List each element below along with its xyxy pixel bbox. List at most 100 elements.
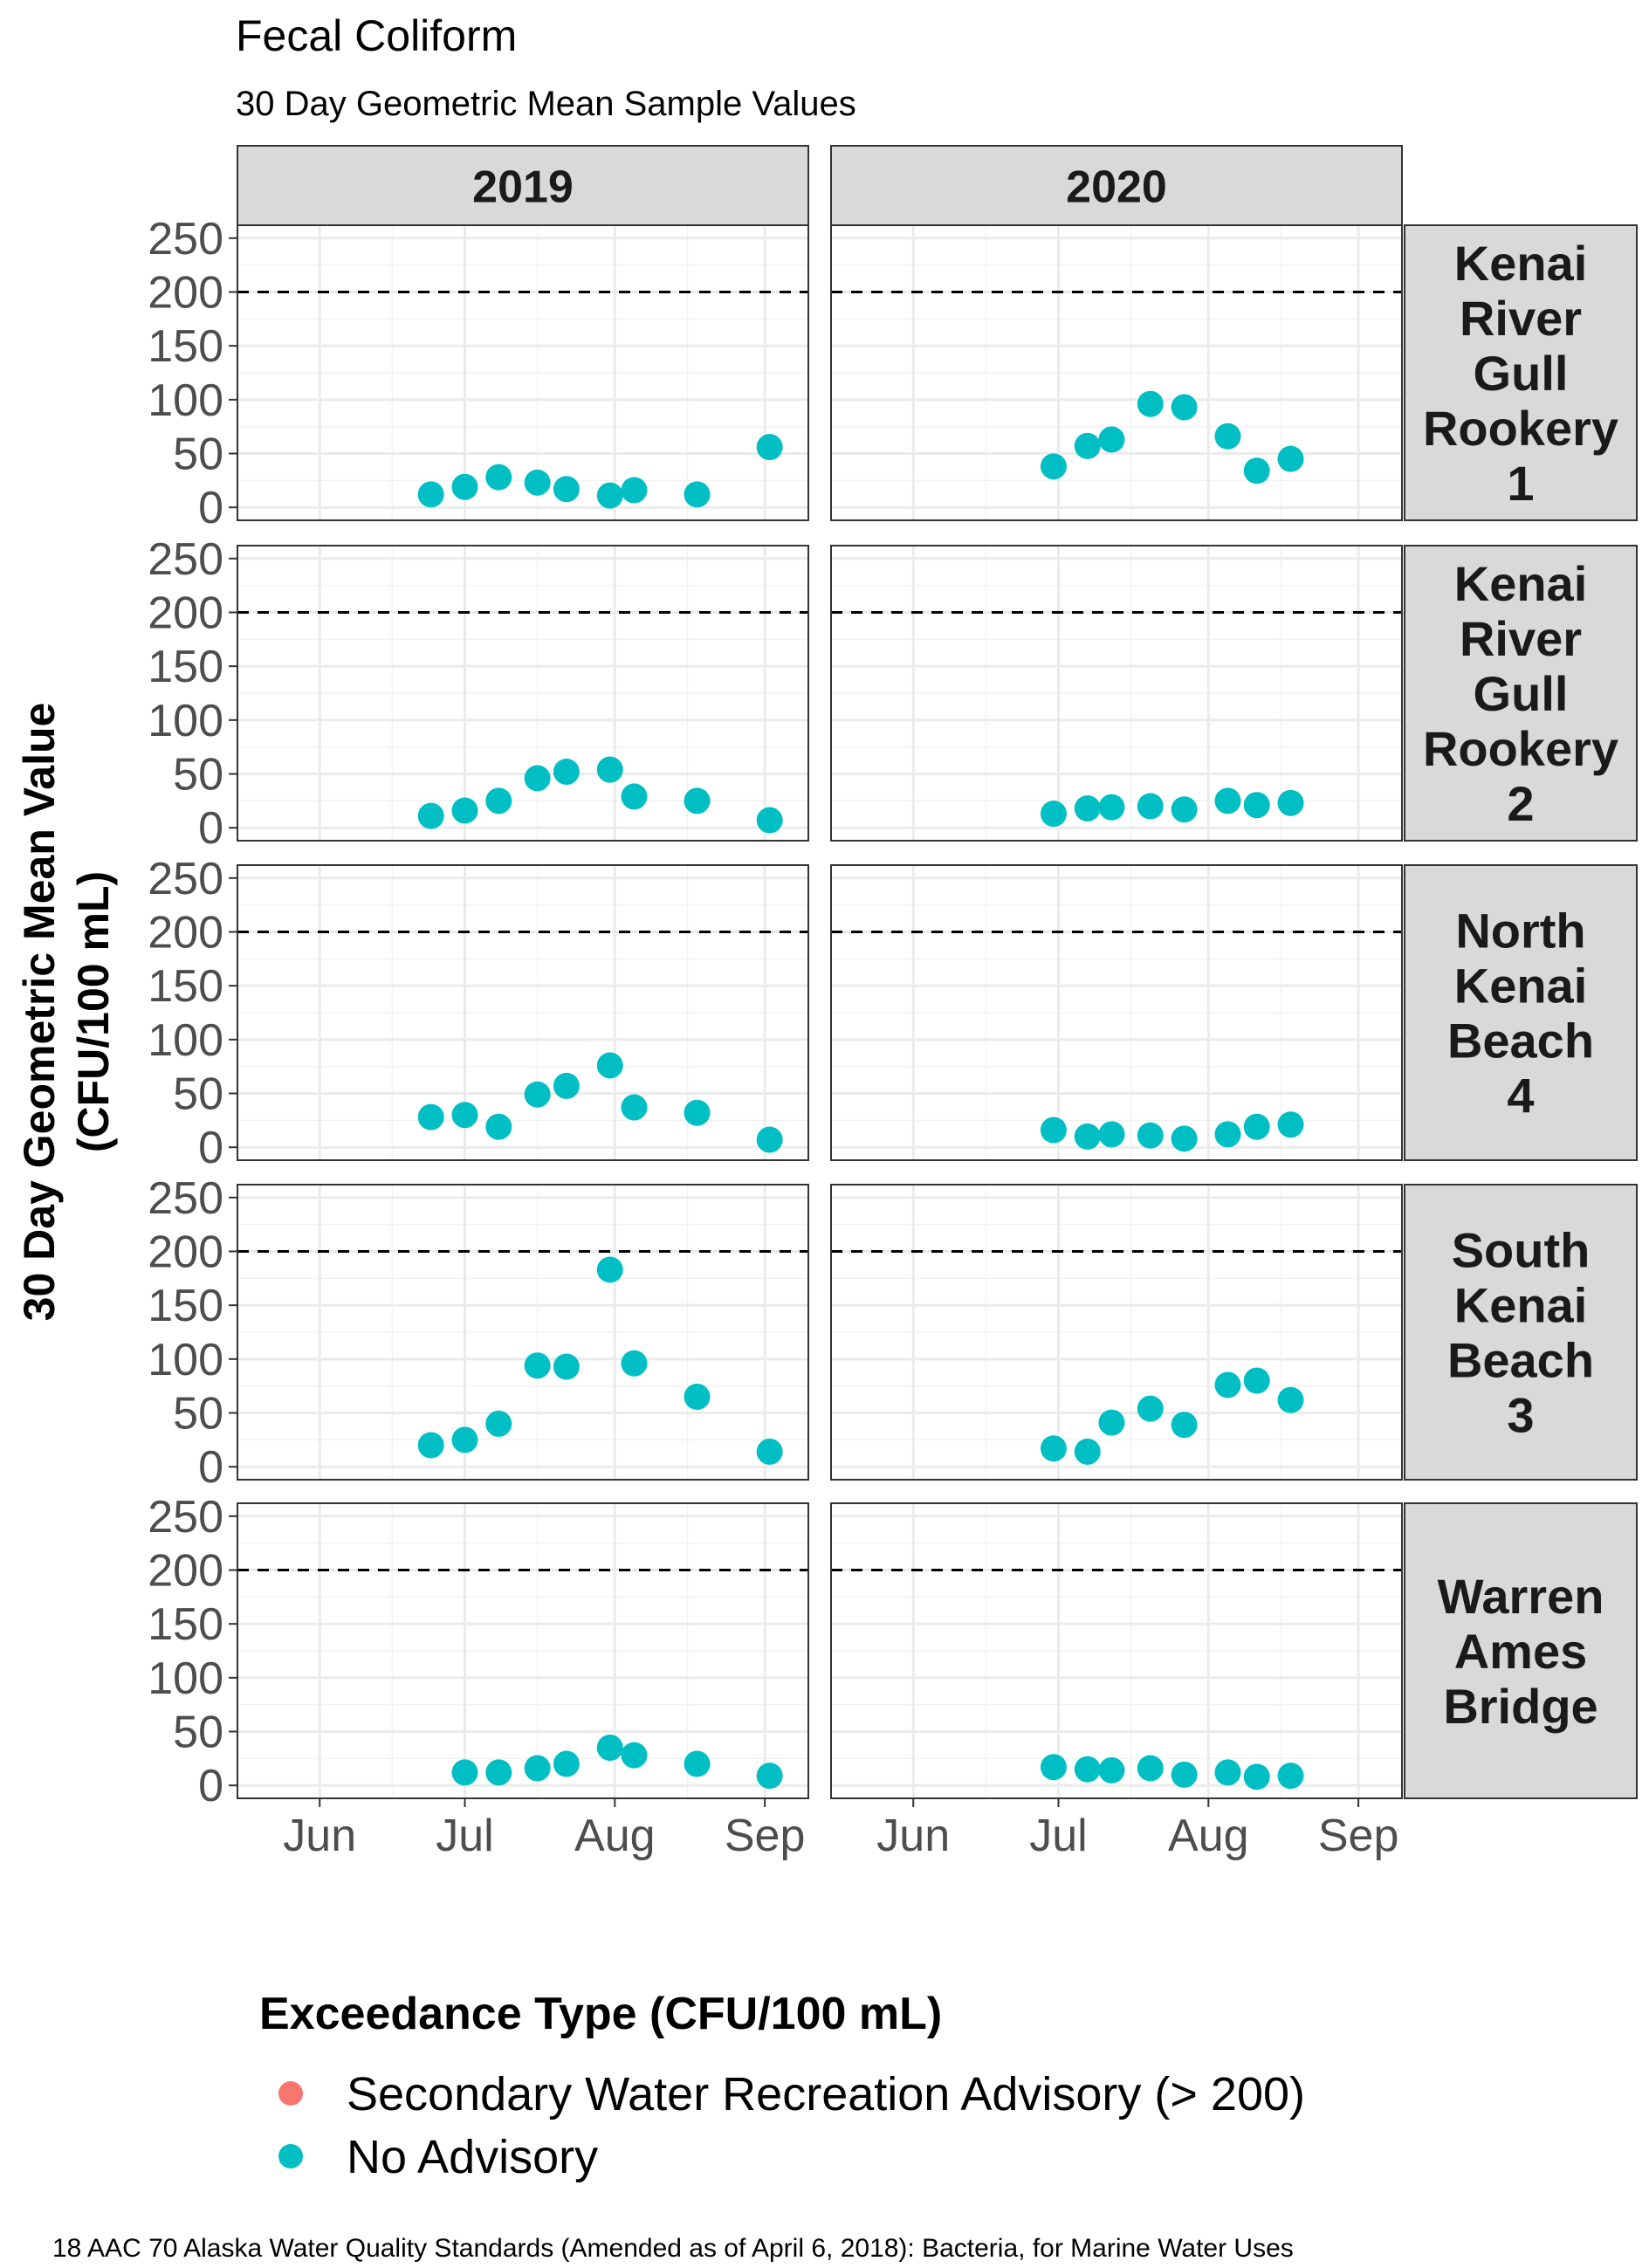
- row-strip-label: Gull: [1474, 666, 1569, 721]
- panel-2019-row-0: [237, 224, 809, 521]
- legend-label-advisory: Secondary Water Recreation Advisory (> 2…: [347, 2068, 1305, 2120]
- y-tick-label: 250: [148, 1173, 223, 1224]
- data-point: [553, 1072, 580, 1099]
- data-point: [451, 797, 478, 824]
- data-point: [1098, 1756, 1125, 1783]
- panel-border: [237, 545, 809, 842]
- legend: Exceedance Type (CFU/100 mL) Secondary W…: [259, 1989, 1305, 2183]
- row-strip-label: Rookery: [1423, 401, 1618, 456]
- data-point: [1074, 1756, 1101, 1783]
- legend-title: Exceedance Type (CFU/100 mL): [259, 1989, 942, 2039]
- x-tick-label: Jul: [436, 1811, 493, 1861]
- row-strip-label: Beach: [1447, 1014, 1594, 1069]
- chart-caption: 18 AAC 70 Alaska Water Quality Standards…: [52, 2234, 1294, 2263]
- column-strip-2019: [237, 145, 809, 226]
- data-point: [1277, 1763, 1304, 1790]
- panel-border: [830, 1502, 1403, 1799]
- row-strip-label: Kenai: [1454, 236, 1588, 291]
- y-tick-label: 250: [148, 534, 223, 585]
- row-strip-label: Ames: [1454, 1624, 1588, 1679]
- data-point: [485, 464, 512, 491]
- legend-label-no-advisory: No Advisory: [347, 2131, 598, 2183]
- column-strip-2020: [830, 145, 1403, 226]
- x-axis-layer: Jun Jul Aug Sep Jun Jul Aug Sep: [283, 1798, 1398, 1861]
- data-point: [1040, 1435, 1067, 1462]
- row-strip-label: Kenai: [1454, 1278, 1588, 1333]
- y-tick-label: 50: [173, 750, 223, 801]
- panel-border: [830, 545, 1403, 842]
- y-tick-label: 0: [198, 483, 223, 533]
- data-point: [1243, 1763, 1270, 1790]
- y-tick-label: 100: [148, 1335, 223, 1385]
- data-point: [621, 1094, 648, 1121]
- data-point: [684, 481, 711, 508]
- data-point: [756, 1763, 783, 1790]
- data-point: [1243, 792, 1270, 819]
- y-tick-label: 100: [148, 696, 223, 746]
- panel-2020-row-1: [830, 545, 1403, 842]
- y-tick-label: 50: [173, 430, 223, 480]
- data-point: [621, 1742, 648, 1769]
- data-point: [1243, 1367, 1270, 1394]
- y-tick-label: 200: [148, 588, 223, 638]
- panel-2019-row-3: [237, 1184, 809, 1481]
- y-tick-label: 250: [148, 854, 223, 904]
- y-tick-label: 0: [198, 803, 223, 854]
- row-strip-label: Gull: [1474, 346, 1569, 401]
- y-tick-label: 0: [198, 1442, 223, 1493]
- y-tick-label: 50: [173, 1389, 223, 1440]
- data-point: [1214, 787, 1241, 814]
- data-point: [1040, 1754, 1067, 1781]
- data-point: [524, 1755, 551, 1782]
- data-point: [1098, 1409, 1125, 1436]
- data-point: [1137, 793, 1164, 820]
- y-tick-label: 150: [148, 1599, 223, 1650]
- y-tick-label: 0: [198, 1123, 223, 1173]
- data-point: [1171, 796, 1198, 823]
- row-strip-label: Bridge: [1443, 1679, 1597, 1734]
- data-point: [1277, 445, 1304, 472]
- data-point: [1277, 1386, 1304, 1413]
- data-point: [451, 1426, 478, 1454]
- column-strip-label: 2020: [1066, 162, 1167, 213]
- data-point: [684, 1099, 711, 1126]
- data-point: [1243, 457, 1270, 485]
- row-strip-label: South: [1452, 1223, 1591, 1278]
- data-point: [596, 1256, 623, 1283]
- legend-key-advisory: [278, 2081, 303, 2106]
- x-tick-label: Aug: [1168, 1811, 1249, 1861]
- data-point: [485, 1410, 512, 1437]
- x-tick-label: Sep: [1318, 1811, 1399, 1861]
- y-tick-label: 0: [198, 1761, 223, 1811]
- data-point: [417, 1103, 444, 1131]
- data-point: [553, 1750, 580, 1777]
- data-point: [621, 477, 648, 504]
- data-point: [621, 783, 648, 810]
- data-point: [553, 476, 580, 503]
- data-point: [524, 1081, 551, 1108]
- data-point: [1277, 789, 1304, 816]
- row-strip-label: 2: [1507, 776, 1534, 831]
- data-point: [756, 434, 783, 461]
- data-point: [684, 1750, 711, 1777]
- data-point: [1040, 1117, 1067, 1144]
- data-point: [1137, 1122, 1164, 1149]
- data-point: [1137, 1395, 1164, 1422]
- x-tick-label: Jun: [876, 1811, 950, 1861]
- row-strip-label: Kenai: [1454, 959, 1588, 1014]
- panels-layer: [237, 224, 1403, 1799]
- y-tick-label: 100: [148, 1653, 223, 1704]
- row-strip-label: 1: [1507, 456, 1534, 511]
- y-tick-label: 200: [148, 267, 223, 318]
- data-point: [1243, 1113, 1270, 1140]
- y-tick-label: 50: [173, 1069, 223, 1120]
- y-tick-label: 150: [148, 642, 223, 692]
- y-tick-label: 200: [148, 907, 223, 958]
- data-point: [1040, 801, 1067, 828]
- data-point: [1171, 1125, 1198, 1152]
- panel-2020-row-0: [830, 224, 1403, 521]
- chart-subtitle: 30 Day Geometric Mean Sample Values: [236, 85, 856, 123]
- data-point: [756, 1438, 783, 1465]
- data-point: [485, 787, 512, 814]
- y-tick-label: 250: [148, 1492, 223, 1543]
